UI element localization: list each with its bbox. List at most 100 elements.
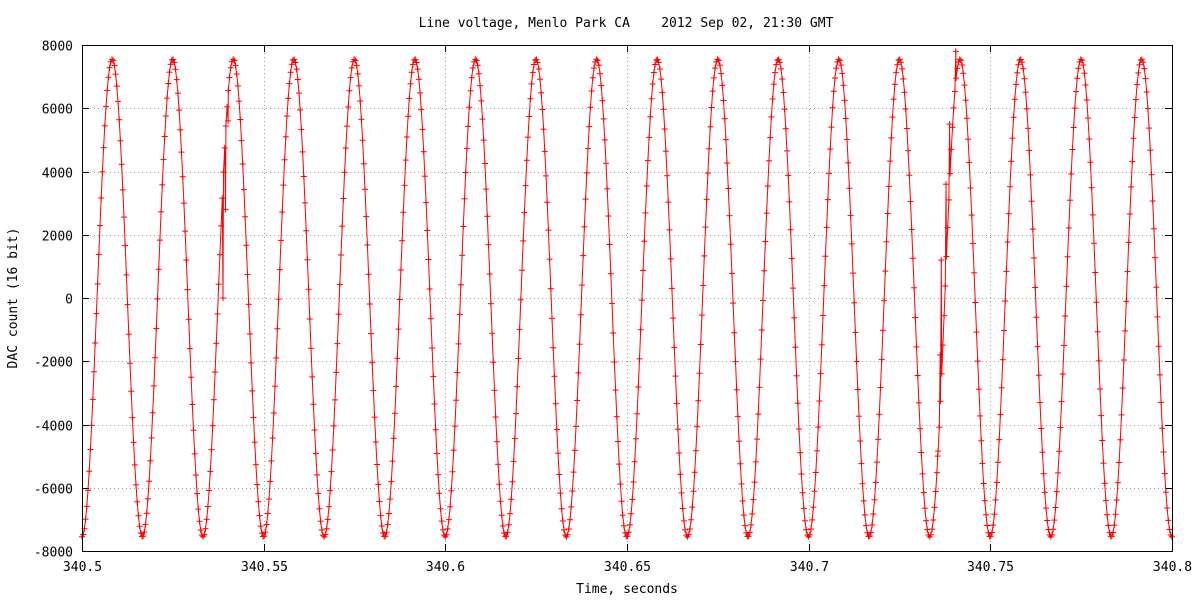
data-point	[167, 61, 174, 68]
data-point	[816, 398, 823, 404]
data-point	[854, 386, 861, 393]
data-point	[439, 526, 446, 533]
data-point	[719, 82, 726, 89]
data-point	[632, 435, 639, 442]
data-point	[1094, 328, 1101, 335]
data-point	[131, 461, 138, 468]
data-point	[821, 282, 828, 289]
data-point	[122, 242, 129, 249]
data-point	[937, 351, 944, 358]
data-point	[814, 447, 820, 454]
data-point	[1095, 357, 1102, 364]
data-point	[409, 61, 416, 68]
data-point	[1001, 327, 1007, 334]
data-point	[826, 170, 832, 177]
data-point	[605, 213, 612, 219]
data-point	[98, 195, 105, 201]
data-point	[604, 185, 611, 192]
data-point	[884, 210, 891, 217]
data-point	[418, 106, 425, 113]
data-point	[779, 76, 786, 82]
data-point	[785, 172, 792, 179]
data-point	[484, 213, 491, 220]
data-point	[299, 148, 306, 155]
data-point	[365, 271, 372, 278]
data-point	[659, 89, 666, 96]
data-point	[755, 411, 762, 418]
data-point	[88, 422, 95, 429]
data-point	[712, 65, 719, 72]
data-point	[589, 74, 596, 81]
data-point	[907, 198, 914, 205]
data-point	[202, 525, 209, 532]
data-point	[384, 521, 391, 528]
data-point	[682, 526, 689, 533]
data-point	[1158, 399, 1165, 406]
data-point	[177, 126, 184, 133]
data-point	[156, 237, 163, 244]
data-point	[477, 82, 484, 89]
data-point	[453, 397, 460, 404]
data-point	[215, 281, 222, 288]
data-point	[878, 356, 885, 363]
data-point	[877, 384, 884, 391]
data-point	[221, 144, 228, 151]
data-point	[808, 526, 814, 533]
data-point	[413, 59, 420, 66]
data-point	[383, 529, 390, 536]
data-point	[155, 266, 162, 273]
data-point	[646, 134, 653, 141]
data-point	[528, 80, 535, 87]
data-point	[552, 400, 559, 407]
data-point	[1129, 158, 1136, 165]
data-point	[231, 57, 238, 64]
data-point	[625, 529, 632, 536]
data-point	[397, 266, 404, 273]
data-point	[875, 436, 882, 443]
data-point	[294, 76, 301, 83]
data-point	[133, 481, 139, 488]
data-point	[781, 106, 788, 113]
data-point	[775, 56, 782, 63]
data-point	[399, 237, 406, 244]
data-point	[903, 125, 910, 132]
data-point	[230, 56, 237, 63]
data-point	[853, 358, 860, 365]
data-point	[598, 82, 605, 89]
data-point	[378, 523, 385, 529]
data-point	[86, 468, 93, 475]
data-point	[828, 124, 835, 131]
data-point	[882, 268, 889, 275]
data-point	[661, 126, 668, 132]
data-point	[1023, 105, 1030, 112]
data-point	[426, 286, 433, 292]
data-point	[671, 344, 678, 351]
data-point	[558, 505, 565, 512]
data-point	[255, 498, 262, 505]
data-point	[977, 412, 984, 419]
data-point	[153, 325, 160, 332]
data-point	[529, 69, 536, 76]
data-point	[1117, 436, 1124, 443]
data-point	[278, 237, 284, 244]
data-point	[600, 115, 607, 122]
data-point	[490, 359, 497, 366]
data-point	[883, 238, 890, 245]
data-point	[519, 267, 525, 274]
data-point	[983, 511, 989, 518]
chart-title: Line voltage, Menlo Park CA 2012 Sep 02,…	[419, 16, 834, 31]
data-point	[282, 133, 289, 140]
data-point	[1102, 497, 1109, 504]
data-point	[1105, 522, 1112, 529]
data-point	[941, 312, 948, 319]
data-point	[616, 461, 623, 468]
data-point	[673, 400, 680, 407]
data-point	[92, 340, 99, 346]
data-point	[767, 134, 774, 141]
data-point	[185, 316, 192, 323]
data-point	[1049, 531, 1055, 538]
data-point	[224, 103, 231, 110]
data-point	[395, 326, 402, 333]
data-point	[1029, 226, 1036, 233]
data-point	[400, 209, 407, 216]
